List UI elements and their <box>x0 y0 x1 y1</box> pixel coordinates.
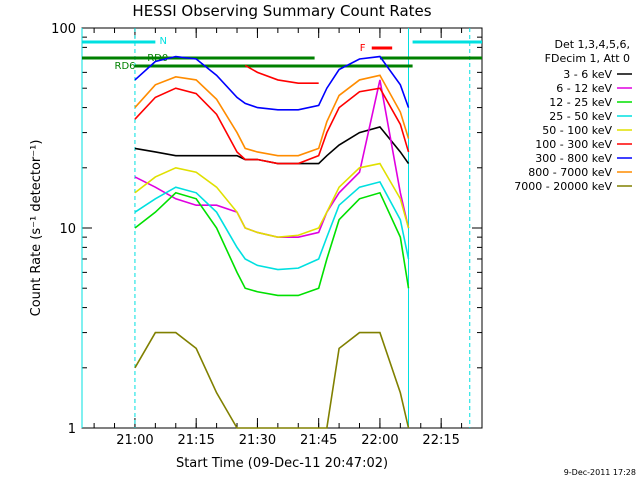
footer-timestamp: 9-Dec-2011 17:28 <box>564 468 636 477</box>
legend-label: 3 - 6 keV <box>563 68 612 81</box>
series-line <box>134 180 410 271</box>
legend-label: 25 - 50 keV <box>549 110 612 123</box>
x-axis-label: Start Time (09-Dec-11 20:47:02) <box>176 456 388 471</box>
x-tick-label: 21:00 <box>116 433 153 448</box>
x-tick-label: 22:00 <box>361 433 398 448</box>
x-tick-label: 21:45 <box>300 433 337 448</box>
y-axis-label: Count Rate (s⁻¹ detector⁻¹) <box>29 140 44 317</box>
series-line <box>134 162 410 238</box>
legend-label: 6 - 12 keV <box>556 82 612 95</box>
y-tick-label: 1 <box>68 422 76 437</box>
chart-title: HESSI Observing Summary Count Rates <box>132 2 431 20</box>
series-line <box>134 331 410 429</box>
series-line <box>134 79 410 238</box>
annotation-rd6: RD6 <box>115 61 136 72</box>
legend-label: 100 - 300 keV <box>535 138 612 151</box>
x-tick-label: 21:15 <box>177 433 214 448</box>
x-tick-label: 21:30 <box>239 433 276 448</box>
x-tick-label: 22:15 <box>422 433 459 448</box>
series-line <box>134 191 410 297</box>
legend-header-1: Det 1,3,4,5,6, <box>554 38 630 51</box>
legend-label: 50 - 100 keV <box>542 124 612 137</box>
legend-label: 300 - 800 keV <box>535 152 612 165</box>
series-line <box>134 74 410 157</box>
legend-header-2: FDecim 1, Att 0 <box>545 52 630 65</box>
legend-label: 12 - 25 keV <box>549 96 612 109</box>
annotation-n: N <box>159 36 166 47</box>
y-tick-label: 100 <box>51 22 76 37</box>
attenuator-line <box>244 64 319 84</box>
legend-label: 7000 - 20000 keV <box>514 180 612 193</box>
annotation-rd0: RD0 <box>147 53 168 64</box>
legend: Det 1,3,4,5,6, FDecim 1, Att 0 3 - 6 keV… <box>514 38 632 193</box>
series-line <box>134 126 410 165</box>
annotation-f: F <box>360 43 366 54</box>
series-line <box>134 87 410 165</box>
series-line <box>134 55 410 111</box>
y-tick-label: 10 <box>59 222 76 237</box>
plot-area: 1 10 100 21:00 21:15 21:30 21:45 22:00 22:15 N F RD… <box>51 22 483 448</box>
plot-frame <box>81 27 483 429</box>
legend-label: 800 - 7000 keV <box>528 166 612 179</box>
